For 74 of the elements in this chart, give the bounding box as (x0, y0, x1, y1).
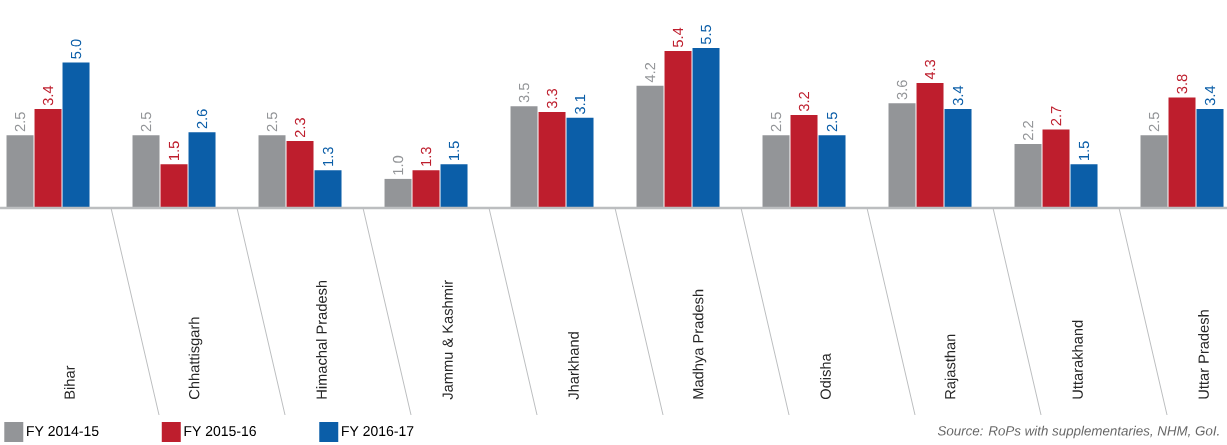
bar (6, 135, 34, 208)
bar (62, 62, 90, 208)
bar (286, 141, 314, 208)
bar (762, 135, 790, 208)
data-label: 3.1 (574, 94, 586, 114)
data-label: 3.5 (518, 83, 530, 103)
x-tick-label: Madhya Pradesh (692, 289, 707, 399)
data-label: 1.5 (168, 141, 180, 160)
data-label: 2.5 (770, 112, 782, 132)
legend-label: FY 2014-15 (27, 426, 99, 437)
bar (1042, 129, 1070, 208)
bar (538, 111, 566, 208)
x-tick-label: Bihar (64, 365, 75, 399)
x-tick-label: Chhattisgarh (188, 317, 203, 399)
data-label: 1.3 (420, 147, 432, 166)
bar (944, 109, 972, 208)
x-tick-label: Jharkhand (568, 332, 579, 400)
data-label: 2.5 (826, 112, 838, 132)
bar (440, 164, 468, 208)
data-label: 1.5 (1078, 141, 1090, 160)
data-label: 3.4 (42, 85, 54, 106)
bar (888, 103, 916, 208)
bar (818, 135, 846, 208)
bar (384, 178, 412, 208)
data-label: 2.5 (266, 112, 278, 132)
data-label: 3.3 (546, 88, 558, 109)
x-tick-label: Odisha (820, 353, 831, 400)
bar (1014, 144, 1042, 208)
x-tick-label: Himachal Pradesh (316, 280, 327, 399)
data-label: 3.6 (896, 80, 908, 100)
data-label: 2.6 (196, 109, 208, 129)
source-note: Source: RoPs with supplementaries, NHM, GoI. (937, 425, 1219, 439)
x-tick-label: Uttar Pradesh (1198, 310, 1209, 399)
data-label: 4.3 (924, 59, 936, 80)
bar (916, 82, 944, 208)
data-label: 1.3 (322, 147, 334, 166)
data-label: 5.0 (70, 39, 82, 59)
data-label: 3.8 (1176, 74, 1188, 94)
data-label: 2.7 (1050, 106, 1062, 126)
data-label: 1.5 (448, 141, 460, 160)
bar (566, 117, 594, 208)
bar (1168, 97, 1196, 208)
bar (188, 132, 216, 208)
data-label: 2.2 (1022, 121, 1034, 140)
data-label: 2.5 (1148, 112, 1160, 132)
x-tick-label: Rajasthan (944, 334, 959, 399)
data-label: 1.0 (392, 155, 404, 175)
x-tick-label: Jammu & Kashmir (442, 280, 453, 400)
data-label: 3.4 (952, 85, 964, 106)
data-label: 4.2 (644, 62, 656, 83)
bar (34, 109, 62, 208)
bar (258, 135, 286, 208)
data-label: 5.5 (700, 24, 712, 45)
x-tick-label: Uttarakhand (1072, 320, 1083, 399)
legend-label: FY 2015-16 (184, 426, 256, 437)
bar (636, 85, 664, 208)
data-label: 3.2 (798, 91, 810, 112)
legend-label: FY 2016-17 (342, 426, 414, 437)
data-label: 2.3 (294, 118, 306, 138)
bar (160, 164, 188, 208)
bar (314, 170, 342, 208)
bar (664, 50, 692, 208)
data-label: 2.5 (140, 112, 152, 132)
data-label: 3.4 (1204, 85, 1216, 106)
bar (132, 135, 160, 208)
bar (790, 114, 818, 208)
bar (510, 106, 538, 208)
data-label: 2.5 (14, 112, 26, 132)
bar (1070, 164, 1098, 208)
bar (412, 170, 440, 208)
bar (692, 48, 720, 208)
bar (1196, 109, 1224, 208)
bar (1140, 135, 1168, 208)
data-label: 5.4 (672, 27, 684, 48)
